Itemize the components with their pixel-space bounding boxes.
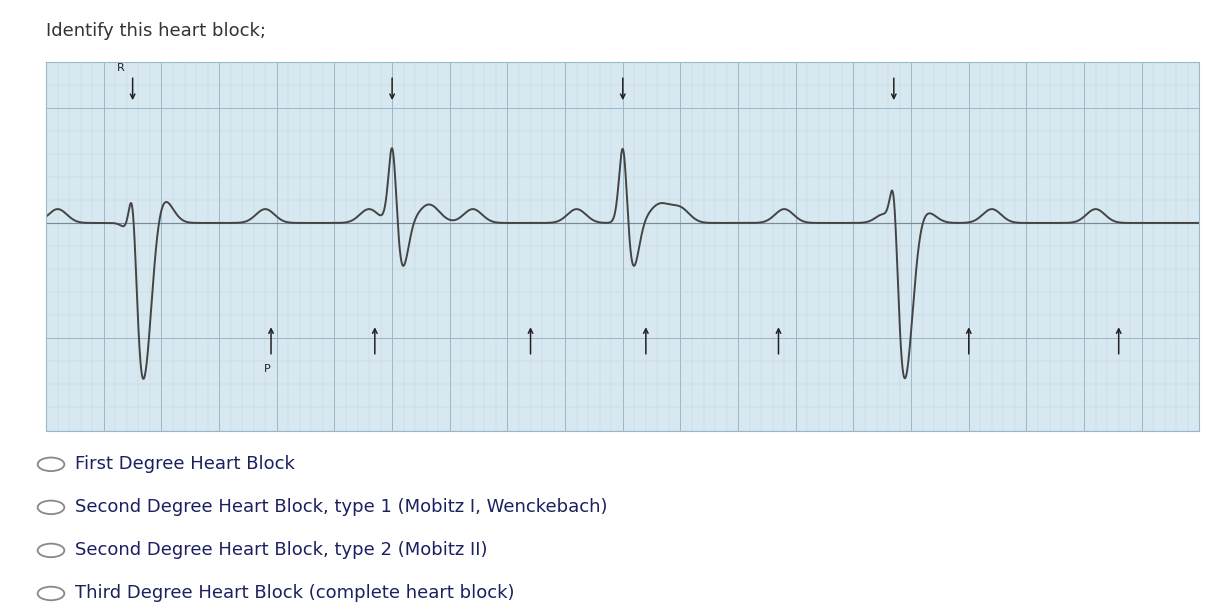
Text: Second Degree Heart Block, type 1 (Mobitz I, Wenckebach): Second Degree Heart Block, type 1 (Mobit…	[75, 498, 608, 517]
Text: R: R	[117, 63, 124, 73]
Text: Third Degree Heart Block (complete heart block): Third Degree Heart Block (complete heart…	[75, 584, 515, 603]
Text: P: P	[265, 363, 271, 374]
Text: Identify this heart block;: Identify this heart block;	[46, 22, 266, 39]
Text: First Degree Heart Block: First Degree Heart Block	[75, 455, 295, 474]
Text: Second Degree Heart Block, type 2 (Mobitz II): Second Degree Heart Block, type 2 (Mobit…	[75, 541, 488, 560]
